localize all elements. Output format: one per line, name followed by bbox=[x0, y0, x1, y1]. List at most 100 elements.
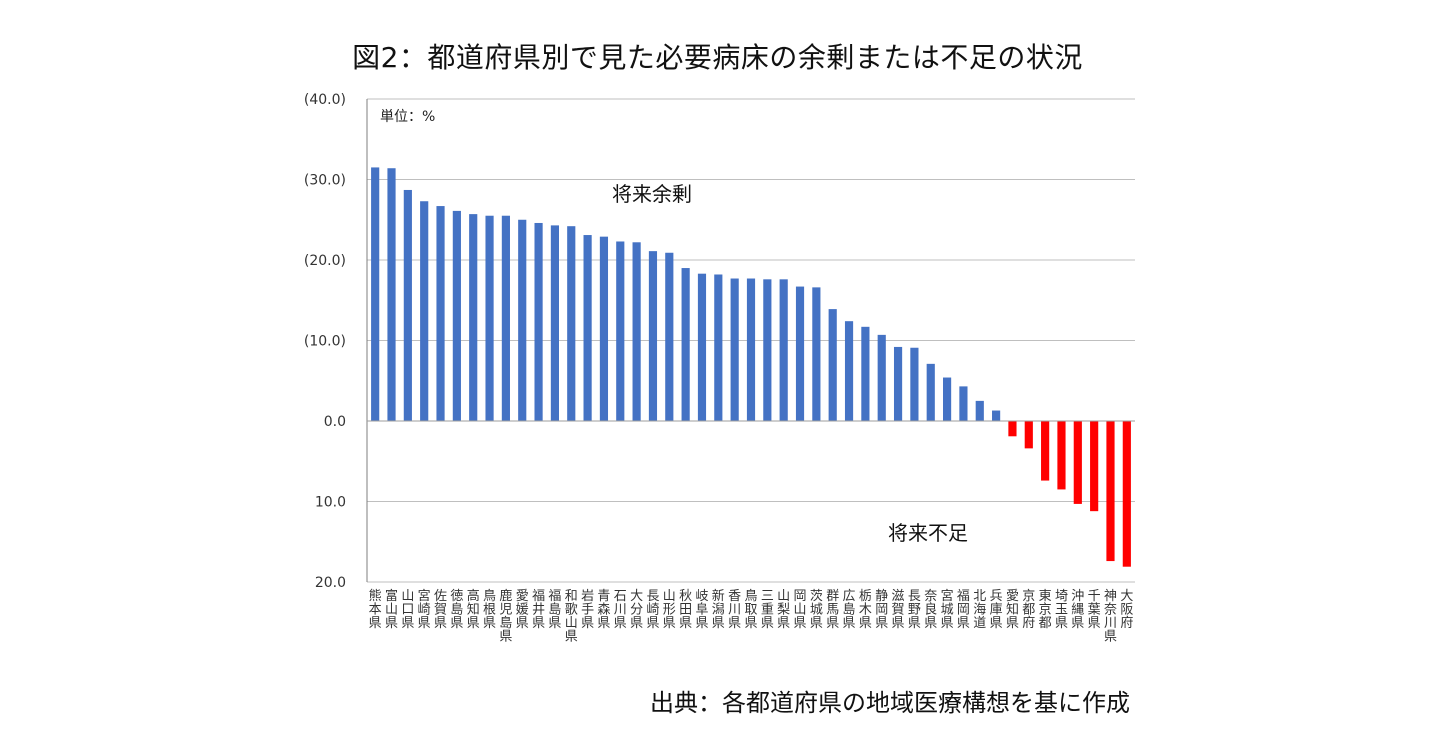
x-tick-label: 岐阜県 bbox=[695, 589, 708, 631]
bar bbox=[485, 215, 494, 421]
x-tick-label: 山口県 bbox=[401, 589, 414, 631]
x-tick-label: 高知県 bbox=[467, 588, 480, 631]
x-tick-label: 千葉県 bbox=[1088, 589, 1101, 631]
x-tick-label: 大阪府 bbox=[1120, 589, 1133, 631]
bar bbox=[763, 279, 772, 421]
bar bbox=[795, 286, 805, 421]
y-tick-label: (20.0) bbox=[304, 253, 346, 269]
annotation-shortage: 将来不足 bbox=[888, 521, 968, 545]
bar bbox=[681, 268, 690, 421]
x-tick-label: 長崎県 bbox=[646, 589, 659, 631]
x-tick-label: 埼玉県 bbox=[1055, 589, 1068, 631]
bar bbox=[599, 236, 609, 421]
x-tick-label: 新潟県 bbox=[712, 588, 725, 631]
x-tick-label: 岡山県 bbox=[794, 589, 807, 631]
bar bbox=[501, 215, 510, 421]
bar bbox=[1073, 421, 1082, 504]
x-tick-label: 熊本県 bbox=[369, 588, 382, 631]
bar bbox=[861, 326, 870, 421]
x-tick-label: 大分県 bbox=[630, 589, 643, 631]
bar bbox=[1008, 421, 1017, 437]
x-tick-label: 愛媛県 bbox=[516, 589, 529, 631]
x-tick-label: 福岡県 bbox=[957, 589, 970, 631]
bar bbox=[697, 273, 707, 421]
x-tick-label: 群馬県 bbox=[826, 589, 839, 631]
bar bbox=[1122, 421, 1131, 567]
bar bbox=[518, 219, 527, 421]
bar bbox=[992, 410, 1001, 421]
x-tick-label: 北海道 bbox=[973, 589, 986, 631]
x-tick-label: 鳥根県 bbox=[483, 589, 496, 631]
bar bbox=[746, 278, 756, 421]
y-tick-label: 20.0 bbox=[315, 575, 346, 591]
unit-label: 単位：% bbox=[380, 109, 435, 125]
x-tick-label: 岩手県 bbox=[581, 589, 594, 631]
bar bbox=[943, 377, 952, 421]
bar bbox=[665, 252, 674, 421]
x-tick-label: 滋賀県 bbox=[892, 589, 905, 631]
bar bbox=[877, 334, 886, 421]
x-tick-label: 佐賀県 bbox=[434, 589, 447, 631]
bar bbox=[959, 386, 968, 421]
bar bbox=[828, 309, 837, 421]
y-axis-ticks: (40.0) (30.0) (20.0) (10.0) 0.0 10.0 20.0 bbox=[304, 92, 346, 591]
x-tick-label: 和歌山県 bbox=[565, 589, 578, 645]
x-tick-label: 青森県 bbox=[597, 589, 610, 631]
bar bbox=[371, 167, 380, 421]
x-tick-label: 愛知県 bbox=[1006, 589, 1019, 631]
x-tick-label: 奈良県 bbox=[924, 589, 937, 631]
bar bbox=[452, 210, 461, 421]
y-tick-label: 0.0 bbox=[324, 414, 346, 430]
x-tick-label: 徳島県 bbox=[450, 589, 463, 631]
bar bbox=[534, 222, 543, 421]
bar bbox=[1024, 421, 1033, 449]
x-tick-label: 山梨県 bbox=[777, 589, 790, 631]
x-tick-label: 富山県 bbox=[385, 588, 398, 631]
x-tick-label: 山形県 bbox=[663, 589, 676, 631]
bar bbox=[632, 242, 641, 421]
bar bbox=[926, 363, 935, 421]
bar bbox=[1041, 421, 1050, 481]
x-tick-label: 広島県 bbox=[843, 589, 856, 631]
x-tick-label: 福井県 bbox=[532, 589, 545, 631]
x-tick-label: 神奈川県 bbox=[1104, 589, 1117, 645]
y-tick-label: 10.0 bbox=[315, 495, 346, 511]
source-note: 出典：各都道府県の地域医療構想を基に作成 bbox=[650, 689, 1130, 717]
x-tick-label: 香川県 bbox=[728, 589, 741, 631]
x-tick-label: 京都府 bbox=[1022, 589, 1035, 631]
bar bbox=[779, 279, 788, 421]
bar bbox=[812, 287, 821, 421]
page-title: 図2：都道府県別で見た必要病床の余剰または不足の状況 bbox=[352, 41, 1083, 74]
y-tick-label: (30.0) bbox=[304, 173, 346, 189]
y-tick-label: (10.0) bbox=[304, 334, 346, 350]
bar bbox=[420, 201, 429, 421]
x-tick-label: 鹿児島県 bbox=[499, 588, 512, 645]
bar bbox=[469, 214, 478, 421]
x-tick-label: 鳥取県 bbox=[744, 589, 757, 631]
bar bbox=[844, 321, 854, 421]
bar bbox=[550, 225, 559, 421]
x-tick-label: 秋田県 bbox=[679, 589, 692, 631]
bar bbox=[1090, 421, 1099, 512]
x-tick-label: 宮崎県 bbox=[418, 588, 431, 631]
bar bbox=[893, 346, 903, 421]
bar bbox=[403, 189, 412, 421]
bar bbox=[648, 251, 658, 421]
x-tick-label: 福島県 bbox=[548, 589, 561, 631]
x-tick-label: 兵庫県 bbox=[990, 589, 1003, 631]
bar bbox=[436, 206, 445, 421]
x-axis-categories: 熊本県富山県山口県宮崎県佐賀県徳島県高知県鳥根県鹿児島県愛媛県福井県福島県和歌山… bbox=[369, 588, 1134, 645]
bar bbox=[583, 235, 592, 421]
bars bbox=[367, 167, 1135, 567]
bar bbox=[616, 241, 625, 421]
x-tick-label: 沖縄県 bbox=[1071, 589, 1084, 631]
x-tick-label: 宮城県 bbox=[941, 588, 954, 631]
bar bbox=[714, 274, 723, 421]
x-tick-label: 静岡県 bbox=[875, 589, 888, 631]
grid-lines bbox=[366, 98, 1135, 583]
x-tick-label: 栃木県 bbox=[859, 589, 872, 631]
x-tick-label: 茨城県 bbox=[810, 589, 823, 631]
x-tick-label: 三重県 bbox=[761, 589, 774, 631]
x-tick-label: 長野県 bbox=[908, 589, 921, 631]
